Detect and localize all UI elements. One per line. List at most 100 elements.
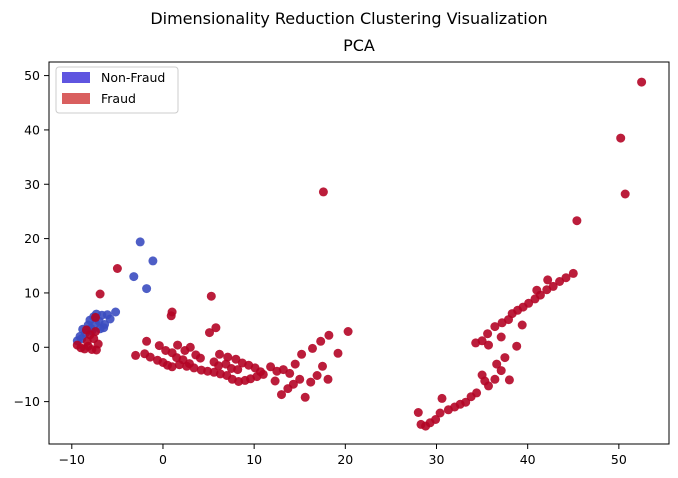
fraud-point bbox=[484, 381, 493, 391]
fraud-point bbox=[343, 327, 353, 336]
fraud-point bbox=[312, 371, 322, 380]
legend-swatch-non-fraud bbox=[62, 72, 90, 83]
fraud-point bbox=[185, 342, 195, 352]
fraud-point bbox=[205, 328, 214, 338]
fraud-point bbox=[437, 393, 447, 403]
fraud-point bbox=[206, 291, 216, 301]
fraud-point bbox=[500, 353, 510, 363]
x-tick-label: 0 bbox=[159, 452, 167, 467]
fraud-point bbox=[616, 133, 626, 143]
fraud-point bbox=[288, 379, 298, 389]
non-fraud-point bbox=[105, 314, 115, 324]
y-tick-label: −10 bbox=[14, 394, 40, 409]
fraud-point bbox=[131, 350, 141, 360]
fraud-point bbox=[318, 187, 328, 197]
fraud-point bbox=[568, 268, 578, 278]
non-fraud-point bbox=[135, 237, 145, 247]
legend-swatch-fraud bbox=[62, 93, 90, 104]
fraud-point bbox=[277, 390, 286, 400]
fraud-point bbox=[504, 375, 514, 385]
x-tick-label: 50 bbox=[611, 452, 627, 467]
fraud-point bbox=[167, 362, 177, 372]
fraud-point bbox=[266, 362, 276, 372]
fraud-point bbox=[214, 361, 224, 371]
fraud-point bbox=[477, 336, 487, 346]
fraud-point bbox=[215, 349, 224, 359]
fraud-point bbox=[173, 340, 183, 350]
axis-ticks: −10 0 10 20 30 40 50 −10 0 10 20 30 40 50 bbox=[14, 68, 627, 467]
y-tick-label: 30 bbox=[24, 177, 40, 192]
fraud-point bbox=[517, 320, 527, 330]
fraud-point bbox=[543, 275, 553, 285]
fraud-point bbox=[316, 336, 326, 346]
fraud-point bbox=[308, 343, 317, 353]
fraud-point bbox=[532, 285, 542, 295]
x-tick-label: 30 bbox=[429, 452, 445, 467]
legend-label-fraud: Fraud bbox=[101, 91, 136, 106]
fraud-point bbox=[435, 408, 445, 418]
y-tick-label: 0 bbox=[32, 340, 40, 355]
fraud-point bbox=[484, 340, 493, 350]
fraud-point bbox=[211, 323, 221, 333]
fraud-point bbox=[233, 365, 243, 375]
fraud-point bbox=[93, 339, 103, 349]
fraud-point bbox=[561, 273, 571, 283]
y-tick-label: 40 bbox=[24, 122, 40, 137]
fraud-point bbox=[91, 327, 100, 336]
fraud-point bbox=[223, 352, 233, 362]
x-tick-label: 10 bbox=[246, 452, 262, 467]
fraud-point bbox=[142, 336, 152, 346]
chart-title: PCA bbox=[343, 36, 375, 55]
fraud-point bbox=[285, 368, 295, 378]
fraud-point bbox=[496, 332, 506, 342]
y-tick-label: 10 bbox=[24, 285, 40, 300]
fraud-point bbox=[306, 377, 316, 387]
fraud-point bbox=[431, 415, 441, 424]
fraud-point bbox=[483, 329, 493, 339]
fraud-point bbox=[512, 341, 522, 351]
fraud-point bbox=[167, 307, 177, 317]
figure-suptitle: Dimensionality Reduction Clustering Visu… bbox=[150, 9, 547, 28]
fraud-point bbox=[145, 352, 155, 362]
y-tick-label: 50 bbox=[24, 68, 40, 83]
fraud-point bbox=[258, 369, 268, 379]
fraud-point bbox=[413, 408, 423, 417]
non-fraud-point bbox=[129, 272, 139, 282]
y-tick-label: 20 bbox=[24, 231, 40, 246]
fraud-point bbox=[154, 341, 164, 351]
fraud-point bbox=[496, 366, 506, 376]
fraud-point bbox=[572, 216, 582, 226]
fraud-point bbox=[182, 361, 192, 371]
fraud-point bbox=[461, 397, 471, 407]
fraud-point bbox=[297, 349, 307, 359]
fraud-point bbox=[270, 376, 280, 386]
legend-label-non-fraud: Non-Fraud bbox=[101, 70, 165, 85]
fraud-point bbox=[318, 361, 327, 371]
legend: Non-Fraud Fraud bbox=[55, 66, 179, 114]
x-tick-label: 20 bbox=[337, 452, 353, 467]
points-layer bbox=[72, 77, 647, 431]
fraud-point bbox=[300, 392, 310, 402]
fraud-point bbox=[290, 359, 300, 369]
fraud-point bbox=[189, 363, 199, 373]
fraud-point bbox=[637, 77, 647, 87]
fraud-point bbox=[91, 312, 100, 322]
fraud-point bbox=[548, 281, 558, 291]
x-tick-label: −10 bbox=[59, 452, 85, 467]
non-fraud-point bbox=[142, 284, 152, 294]
fraud-point bbox=[333, 348, 343, 358]
non-fraud-point bbox=[111, 307, 121, 317]
fraud-point bbox=[174, 360, 184, 370]
fraud-point bbox=[323, 374, 333, 384]
fraud-point bbox=[195, 353, 205, 363]
fraud-point bbox=[324, 330, 334, 340]
fraud-point bbox=[95, 289, 105, 299]
non-fraud-point bbox=[148, 256, 158, 266]
fraud-point bbox=[620, 189, 630, 199]
plot-frame bbox=[48, 61, 670, 445]
fraud-point bbox=[472, 388, 482, 398]
fraud-point bbox=[524, 298, 534, 308]
fraud-point bbox=[295, 374, 305, 384]
